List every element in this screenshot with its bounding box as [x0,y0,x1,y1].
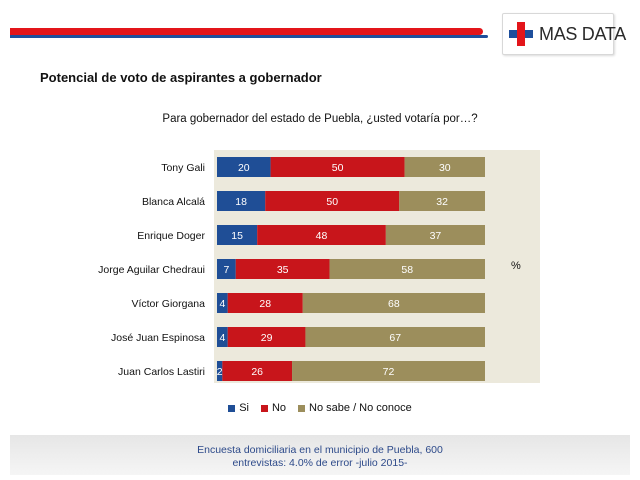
legend-swatch-si [228,404,236,412]
bar-juan-carlos-lastiri-series-1 [222,361,293,381]
legend-label-no: No [271,402,287,414]
bar-juan-carlos-lastiri-series-2 [292,361,485,381]
bar-tony-gali-series-2 [404,157,485,177]
legend-label-no-sabe: No sabe / No conoce [309,402,412,414]
bar-jose-juan-espinosa-series-1 [227,327,306,347]
data-label-jorge-aguilar-chedraui-series-1: 35 [277,264,289,276]
data-label-victor-giorgana-series-0: 4 [219,298,225,310]
legend-swatch-no-sabe [298,404,306,412]
data-label-juan-carlos-lastiri-series-1: 26 [251,366,263,378]
bar-enrique-doger-series-1 [257,225,386,245]
bar-jorge-aguilar-chedraui-series-0 [217,259,236,279]
category-label-tony-gali: Tony Gali [161,162,205,174]
legend-item-no-sabe: No sabe / No conoce [298,402,412,414]
bar-enrique-doger-series-0 [217,225,258,245]
bar-victor-giorgana-series-0 [217,293,228,313]
data-label-enrique-doger-series-1: 48 [316,230,328,242]
data-label-blanca-alcala-series-0: 18 [235,196,247,208]
data-label-jorge-aguilar-chedraui-series-2: 58 [401,264,413,276]
bar-enrique-doger-series-2 [385,225,485,245]
category-label-enrique-doger: Enrique Doger [137,230,205,242]
bar-blanca-alcala-series-1 [265,191,400,211]
data-label-juan-carlos-lastiri-series-0: 2 [217,366,223,378]
data-label-enrique-doger-series-0: 15 [231,230,243,242]
bar-juan-carlos-lastiri-series-0 [217,361,223,381]
legend-label-si: Si [239,402,249,414]
data-label-blanca-alcala-series-2: 32 [436,196,448,208]
bar-victor-giorgana-series-2 [302,293,485,313]
category-label-juan-carlos-lastiri: Juan Carlos Lastiri [118,366,205,378]
bar-jose-juan-espinosa-series-0 [217,327,228,347]
unit-label: % [511,260,521,272]
data-label-victor-giorgana-series-2: 68 [388,298,400,310]
legend-swatch-no [260,404,268,412]
category-label-victor-giorgana: Víctor Giorgana [131,298,205,310]
footer-band [10,435,630,475]
data-label-tony-gali-series-1: 50 [332,162,344,174]
header-blue-bar [10,35,488,38]
data-label-tony-gali-series-0: 20 [238,162,250,174]
data-label-jose-juan-espinosa-series-2: 67 [389,332,401,344]
bar-jorge-aguilar-chedraui-series-2 [329,259,485,279]
category-label-blanca-alcala: Blanca Alcalá [142,196,205,208]
page-title: Potencial de voto de aspirantes a gobern… [40,70,322,85]
bar-blanca-alcala-series-2 [399,191,485,211]
legend-item-si: Si [228,402,249,414]
bar-tony-gali-series-0 [217,157,271,177]
bar-jose-juan-espinosa-series-2 [305,327,485,347]
bar-victor-giorgana-series-1 [227,293,303,313]
data-label-juan-carlos-lastiri-series-2: 72 [383,366,395,378]
bar-jorge-aguilar-chedraui-series-1 [235,259,330,279]
chart-question: Para gobernador del estado de Puebla, ¿u… [162,113,478,125]
data-label-tony-gali-series-2: 30 [439,162,451,174]
data-label-jorge-aguilar-chedraui-series-0: 7 [223,264,229,276]
category-label-jorge-aguilar-chedraui: Jorge Aguilar Chedraui [98,264,205,276]
category-label-jose-juan-espinosa: José Juan Espinosa [111,332,205,344]
bar-blanca-alcala-series-0 [217,191,266,211]
data-label-jose-juan-espinosa-series-0: 4 [219,332,225,344]
footer-line-2: entrevistas: 4.0% de error -julio 2015- [232,457,408,469]
brand-name: MAS DATA [539,24,626,44]
header-red-bar [10,28,483,35]
cross-logo-icon [509,22,533,46]
mas-data-logo: MAS DATA [502,13,626,55]
data-label-blanca-alcala-series-1: 50 [326,196,338,208]
bar-tony-gali-series-1 [270,157,405,177]
data-label-enrique-doger-series-2: 37 [430,230,442,242]
footer-note: Encuesta domiciliaria en el municipio de… [0,444,640,470]
data-label-victor-giorgana-series-1: 28 [259,298,271,310]
legend-item-no: No [260,402,287,414]
data-label-jose-juan-espinosa-series-1: 29 [261,332,273,344]
chart-legend: Si No No sabe / No conoce [0,402,640,414]
footer-line-1: Encuesta domiciliaria en el municipio de… [197,444,443,456]
